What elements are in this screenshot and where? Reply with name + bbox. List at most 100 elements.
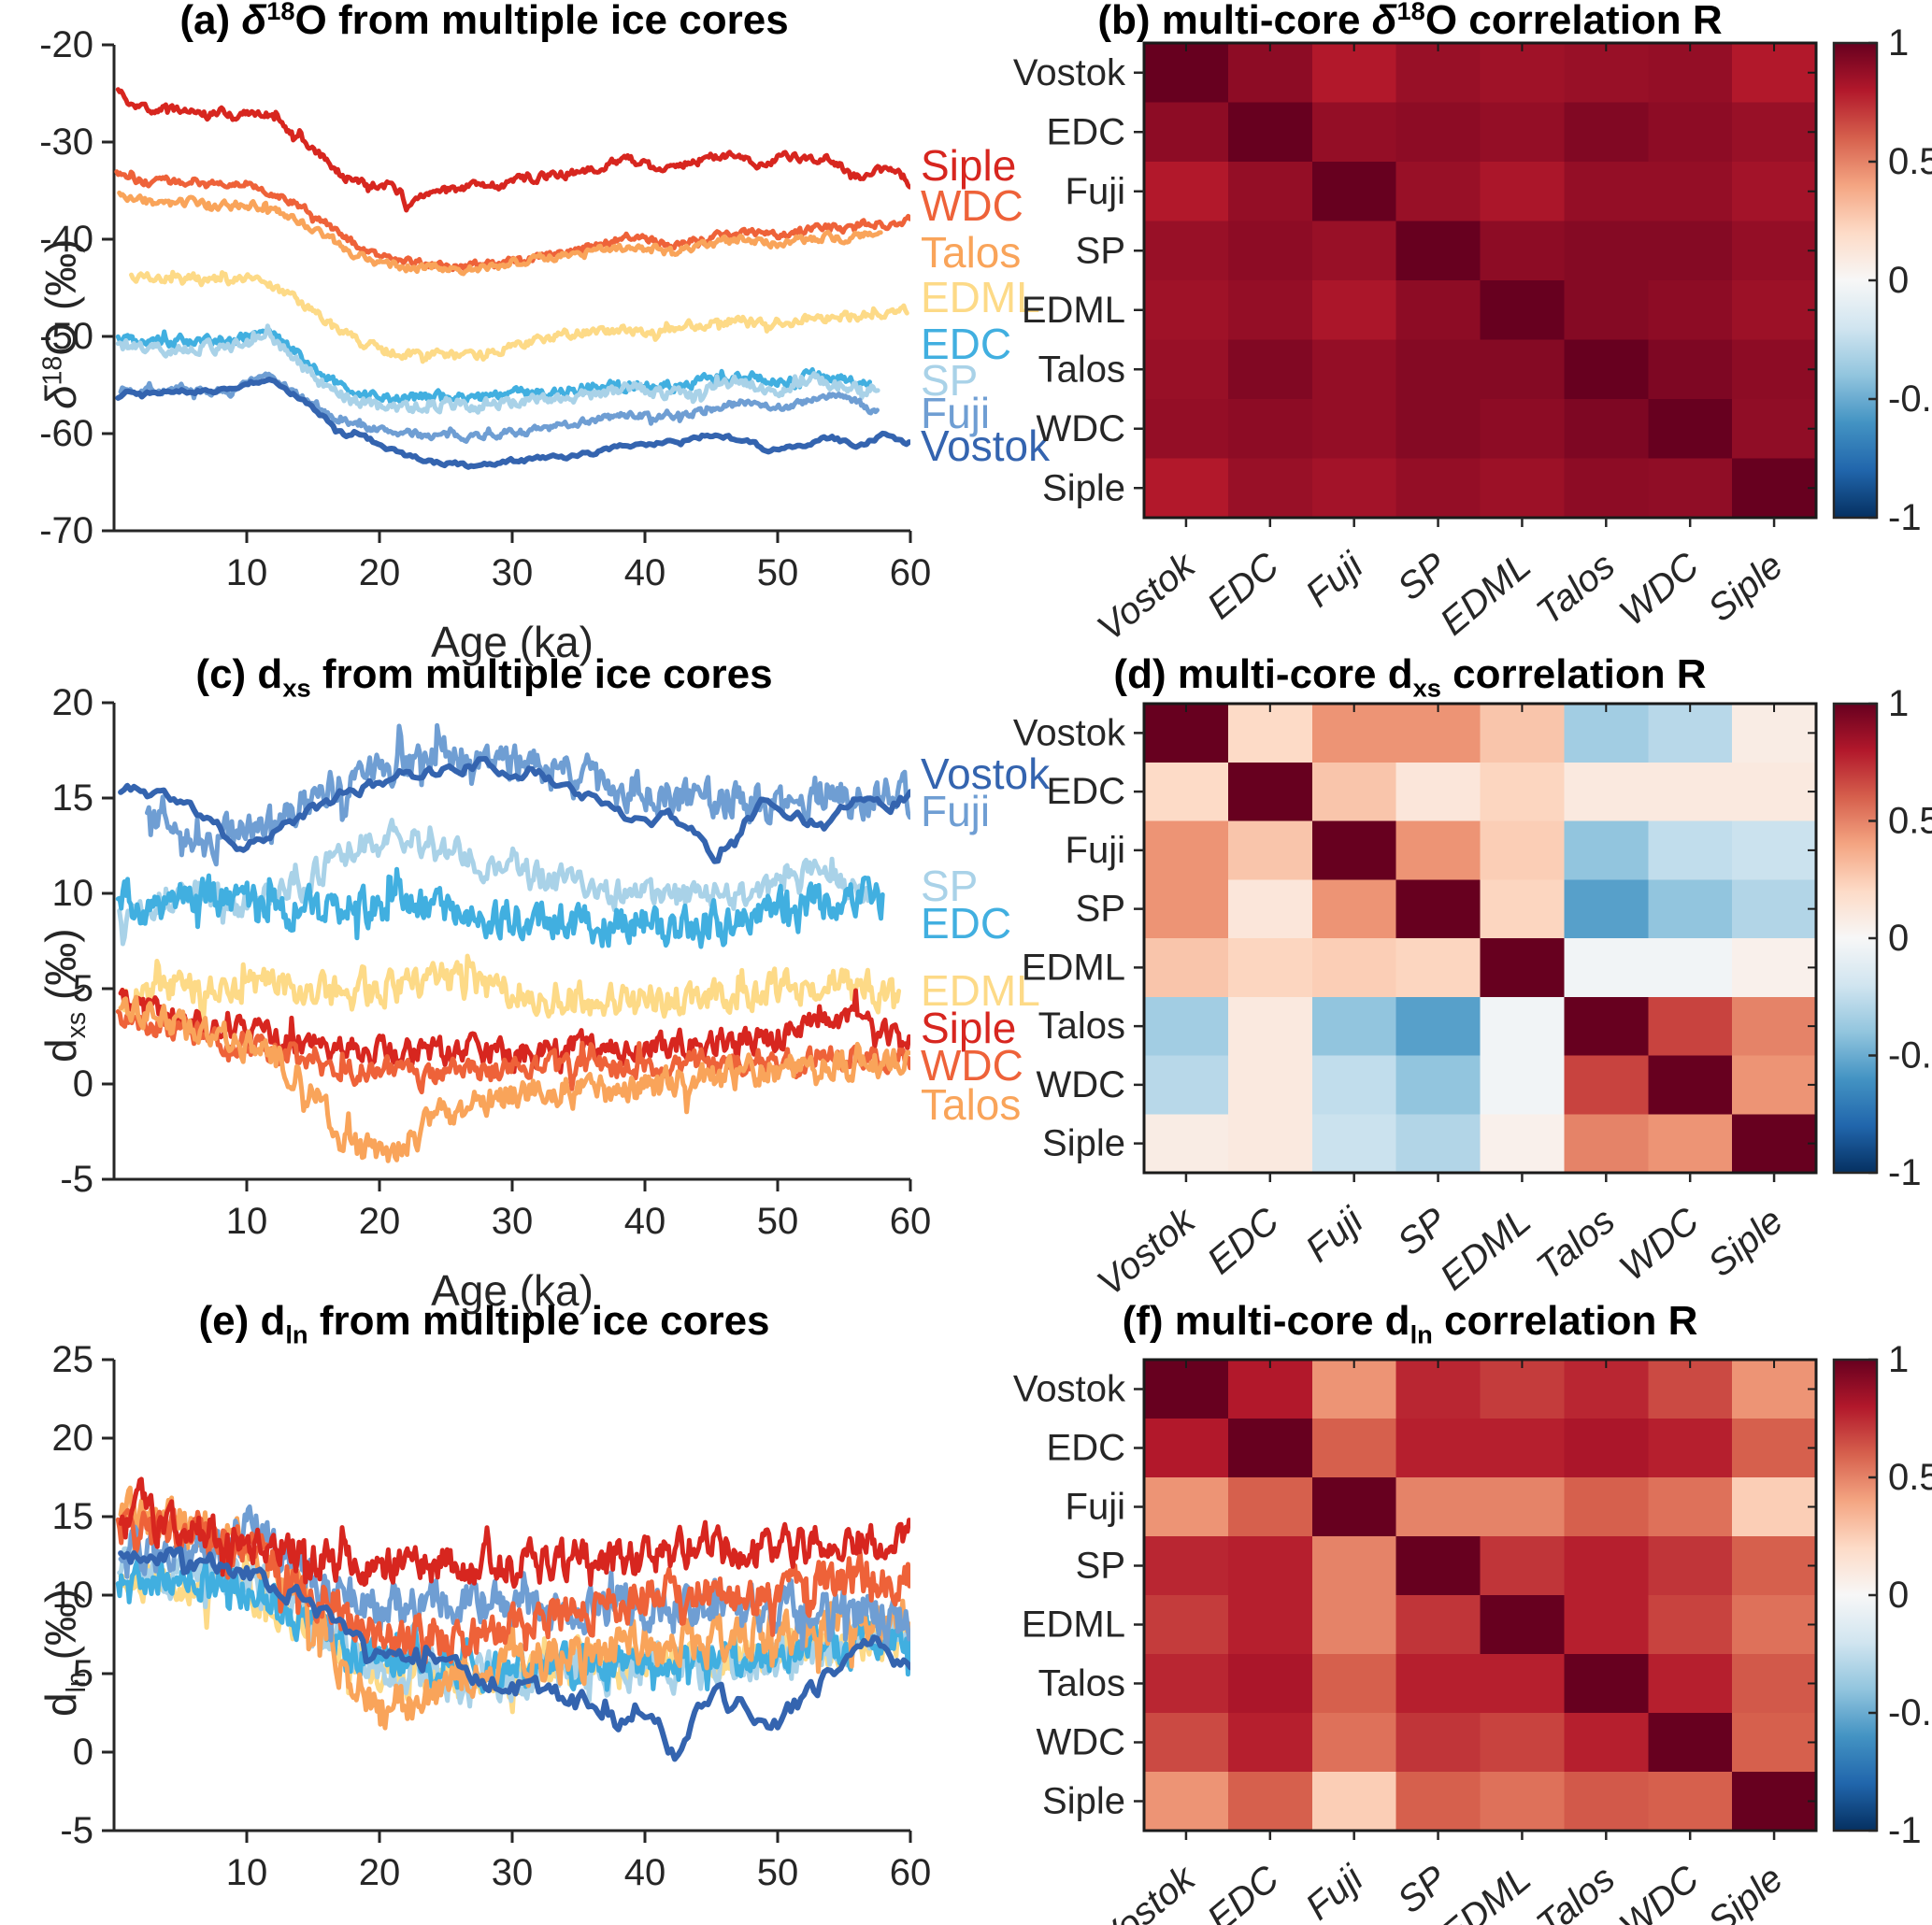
cell-EDML-Fuji xyxy=(1311,280,1397,341)
cell-Siple-EDC xyxy=(1227,458,1313,519)
ytick-label: -30 xyxy=(39,121,93,163)
cell-Talos-EDC xyxy=(1227,996,1313,1057)
xtick-label: 20 xyxy=(359,552,401,593)
panel-d-plot: VostokVostokEDCEDCFujiFujiSPSPEDMLEDMLTa… xyxy=(1013,683,1932,1305)
panel-c-dxs-lines: (c) dxs from multiple ice cores dxs (‰) Ag… xyxy=(0,642,1050,1315)
cell-Vostok-EDC xyxy=(1227,704,1313,763)
legend-c-SP: SP xyxy=(921,862,979,910)
cell-Fuji-SP xyxy=(1395,162,1481,222)
cell-Fuji-Vostok xyxy=(1144,1477,1229,1537)
cell-EDML-Talos xyxy=(1564,1595,1649,1655)
cell-EDC-Fuji xyxy=(1311,762,1397,822)
ytick-label: 10 xyxy=(52,873,94,914)
cell-Siple-Vostok xyxy=(1144,458,1229,519)
cell-EDC-WDC xyxy=(1648,102,1733,163)
row-label-Siple: Siple xyxy=(1042,1781,1125,1822)
cell-WDC-WDC xyxy=(1648,1055,1733,1115)
panel-d-title: (d) multi-core dxs correlation R xyxy=(966,651,1853,704)
cell-Talos-Fuji xyxy=(1311,996,1397,1057)
cell-SP-Siple xyxy=(1732,221,1817,281)
cell-EDC-Fuji xyxy=(1311,102,1397,163)
series-Fuji xyxy=(118,1504,910,1651)
cell-EDML-SP xyxy=(1395,280,1481,341)
colorbar-tick-label: 0 xyxy=(1888,260,1909,301)
ytick-label: -40 xyxy=(39,219,93,260)
cell-Siple-SP xyxy=(1395,458,1481,519)
panel-b-plot: VostokVostokEDCEDCFujiFujiSPSPEDMLEDMLTa… xyxy=(1013,22,1932,649)
panel-f-plot: VostokVostokEDCEDCFujiFujiSPSPEDMLEDMLTa… xyxy=(1013,1339,1932,1925)
cell-SP-EDC xyxy=(1227,879,1313,939)
cell-SP-Fuji xyxy=(1311,879,1397,939)
cell-EDC-Siple xyxy=(1732,1419,1817,1478)
xtick-label: 60 xyxy=(890,552,932,593)
col-label-EDC: EDC xyxy=(1200,1199,1288,1282)
legend-c-WDC: WDC xyxy=(921,1041,1023,1090)
xtick-label: 50 xyxy=(757,1852,799,1893)
cell-Talos-WDC xyxy=(1648,996,1733,1057)
row-label-WDC: WDC xyxy=(1036,1722,1125,1763)
cell-WDC-Siple xyxy=(1732,1055,1817,1115)
xtick-label: 60 xyxy=(890,1852,932,1893)
cell-Vostok-Talos xyxy=(1564,43,1649,104)
ytick-label: -20 xyxy=(39,24,93,65)
legend-c-Siple: Siple xyxy=(921,1004,1017,1052)
xtick-label: 10 xyxy=(226,1201,268,1242)
panel-a-title-seg-1: δ xyxy=(241,0,267,43)
row-label-Siple: Siple xyxy=(1042,1123,1125,1164)
cell-Vostok-EDC xyxy=(1227,1360,1313,1419)
col-label-SP: SP xyxy=(1390,545,1454,608)
xtick-label: 40 xyxy=(624,1201,666,1242)
panel-a-plot: -20 -30 -40 -50 -60 -70 10 20 30 40 50 60 xyxy=(39,24,932,593)
panel-a-title-seg-0: (a) xyxy=(179,0,242,43)
ytick-label: -50 xyxy=(39,316,93,357)
cell-EDC-EDML xyxy=(1480,762,1565,822)
cell-Vostok-Vostok xyxy=(1144,704,1229,763)
cell-SP-SP xyxy=(1395,879,1481,939)
xtick-label: 30 xyxy=(492,552,534,593)
cell-Fuji-EDC xyxy=(1227,820,1313,880)
cell-SP-EDML xyxy=(1480,879,1565,939)
row-label-SP: SP xyxy=(1076,230,1125,271)
cell-EDML-Talos xyxy=(1564,280,1649,341)
cell-WDC-SP xyxy=(1395,399,1481,460)
cell-Fuji-SP xyxy=(1395,1477,1481,1537)
cell-Talos-Fuji xyxy=(1311,1654,1397,1714)
cell-SP-EDML xyxy=(1480,221,1565,281)
cell-Siple-EDC xyxy=(1227,1114,1313,1174)
legend-c-EDML: EDML xyxy=(921,966,1040,1015)
series-WDC xyxy=(114,169,910,273)
row-label-Siple: Siple xyxy=(1042,467,1125,508)
panel-e-title-seg-1: ln xyxy=(285,1319,308,1349)
cell-WDC-Talos xyxy=(1564,1713,1649,1773)
cell-EDML-Vostok xyxy=(1144,938,1229,998)
legend-a-Talos: Talos xyxy=(921,228,1022,277)
cell-Siple-Fuji xyxy=(1311,1772,1397,1832)
cell-Fuji-Fuji xyxy=(1311,162,1397,222)
legend-a-EDML: EDML xyxy=(921,273,1040,321)
cell-EDC-Vostok xyxy=(1144,102,1229,163)
cell-SP-Talos xyxy=(1564,879,1649,939)
colorbar-tick-label: -1 xyxy=(1888,497,1922,538)
cell-Talos-SP xyxy=(1395,339,1481,400)
xtick-label: 40 xyxy=(624,1852,666,1893)
cell-SP-EDC xyxy=(1227,221,1313,281)
cell-Talos-WDC xyxy=(1648,339,1733,400)
colorbar-tick-label: -1 xyxy=(1888,1810,1922,1851)
xtick-label: 20 xyxy=(359,1852,401,1893)
cell-WDC-Fuji xyxy=(1311,399,1397,460)
cell-Fuji-SP xyxy=(1395,820,1481,880)
ytick-label: -60 xyxy=(39,413,93,454)
cell-WDC-WDC xyxy=(1648,1713,1733,1773)
cell-Siple-Siple xyxy=(1732,1772,1817,1832)
cell-SP-Fuji xyxy=(1311,1536,1397,1596)
cell-Fuji-Fuji xyxy=(1311,820,1397,880)
col-label-WDC: WDC xyxy=(1612,1199,1708,1289)
panel-b-d18O-correlation: (b) multi-core δ18O correlation R Vostok V… xyxy=(966,0,1932,649)
xtick-label: 50 xyxy=(757,1201,799,1242)
row-label-EDC: EDC xyxy=(1047,111,1125,152)
cell-Siple-Siple xyxy=(1732,1114,1817,1174)
panel-e-title-seg-2: from multiple ice cores xyxy=(308,1298,770,1344)
ytick-label: 5 xyxy=(73,1653,93,1694)
ytick-label: 10 xyxy=(52,1575,94,1616)
